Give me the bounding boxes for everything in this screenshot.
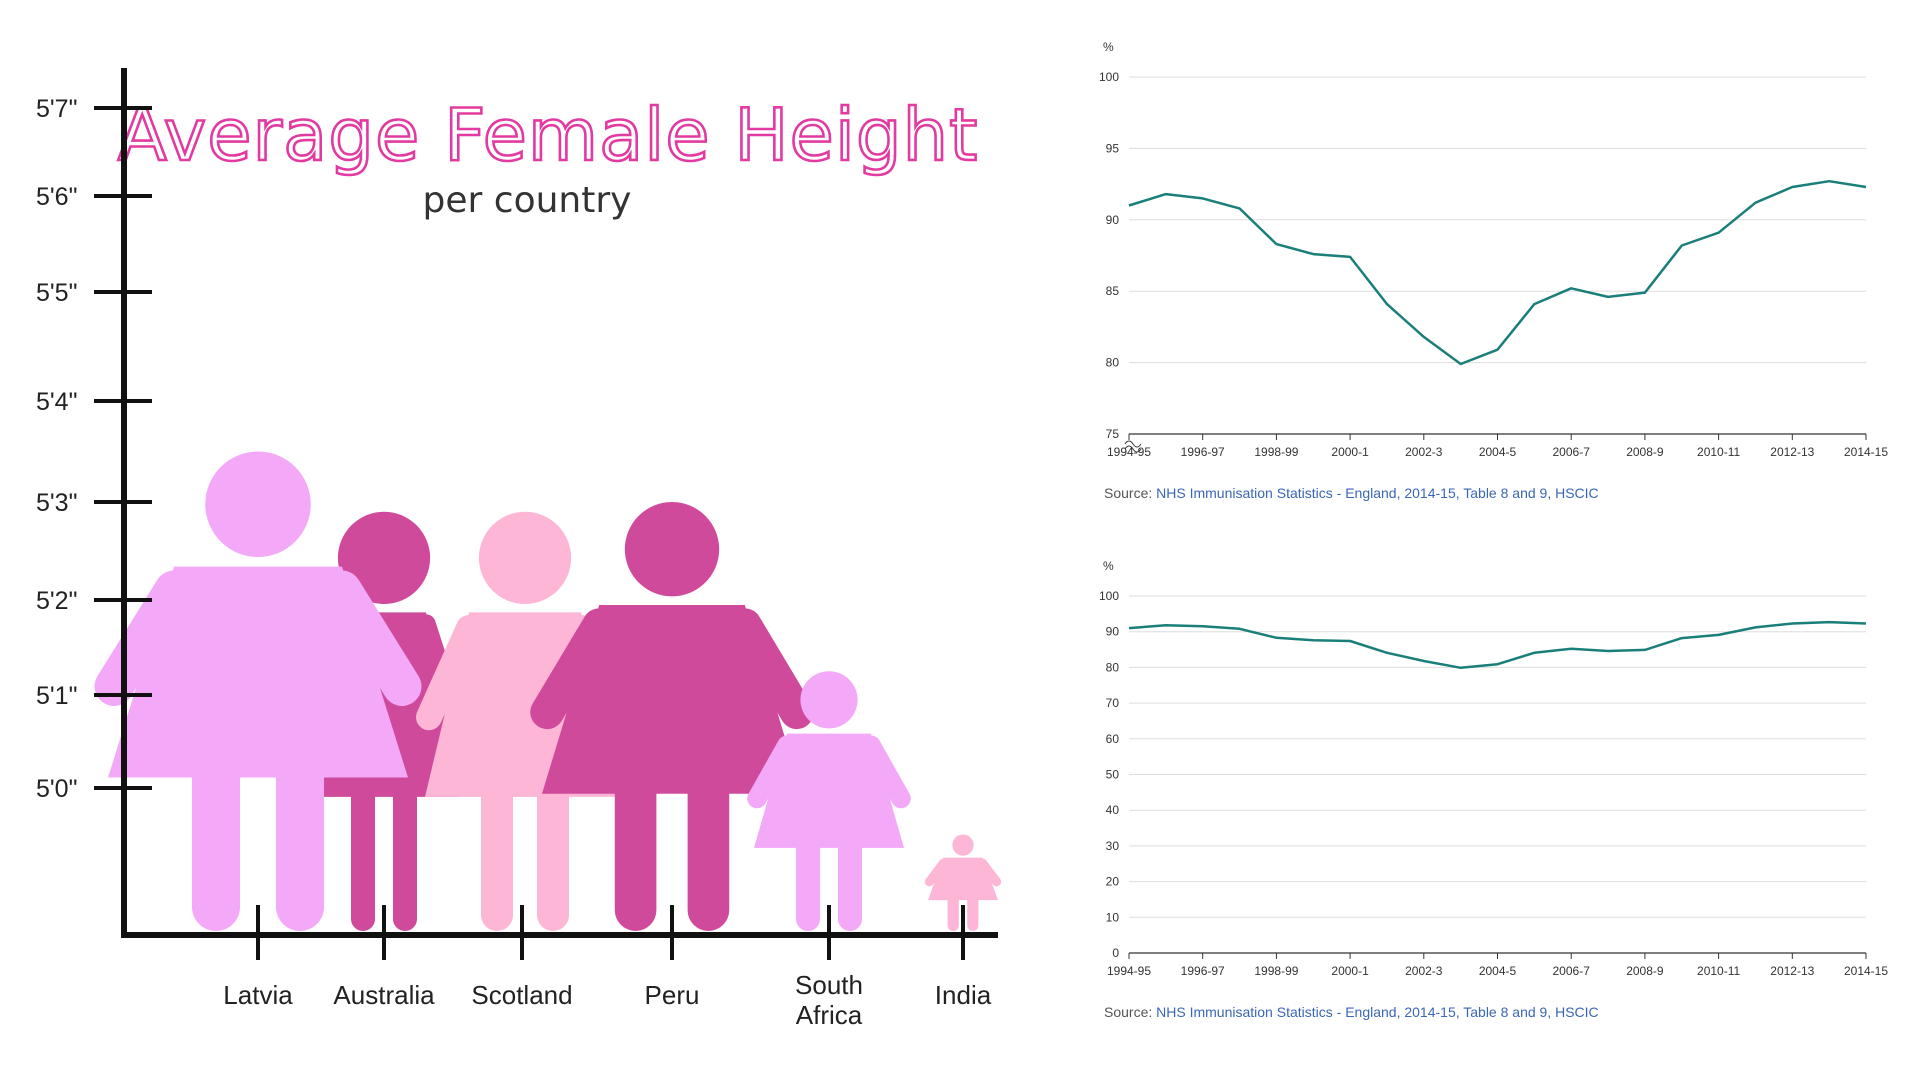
- x-tick-label: Peru: [645, 980, 700, 1010]
- x-tick-label: 2014-15: [1844, 445, 1888, 459]
- x-tick-label: 2002-3: [1405, 445, 1443, 459]
- y-tick-label: 80: [1106, 356, 1120, 370]
- x-tick-label: Latvia: [223, 980, 293, 1010]
- x-tick-label: 2004-5: [1479, 445, 1517, 459]
- x-tick-label: 2012-13: [1770, 964, 1814, 978]
- y-tick-label: 10: [1106, 910, 1120, 924]
- x-tick-label: 2008-9: [1626, 445, 1664, 459]
- y-tick-label: 5'1": [36, 682, 77, 710]
- y-tick-label: 85: [1106, 284, 1120, 298]
- y-tick-label: 40: [1106, 803, 1120, 817]
- figure-head: [205, 451, 311, 557]
- series-line: [1128, 179, 1867, 366]
- figure-head: [478, 511, 572, 605]
- y-tick-label: 70: [1106, 696, 1120, 710]
- y-tick-label: 0: [1112, 946, 1119, 960]
- chart-title: Average Female Height: [118, 93, 979, 177]
- figure-head: [800, 671, 858, 729]
- y-tick-label: 5'0": [36, 775, 77, 803]
- y-tick-label: 5'7": [36, 95, 77, 123]
- x-tick-label: 1994-95: [1107, 964, 1151, 978]
- x-tick-label: India: [935, 980, 992, 1010]
- figure-arm-right: [727, 608, 814, 730]
- figure-dress: [754, 733, 904, 848]
- x-tick-label: 2006-7: [1553, 964, 1591, 978]
- x-tick-label: Australia: [333, 980, 435, 1010]
- axis-break-mark: [1124, 445, 1142, 453]
- y-tick-label: 5'5": [36, 279, 77, 307]
- figure-arm-right: [322, 570, 422, 706]
- y-tick-label: 50: [1106, 768, 1120, 782]
- bar-figure-south-africa: [747, 671, 911, 931]
- figure-arm-left: [530, 608, 617, 730]
- x-tick-label: 2010-11: [1697, 964, 1740, 978]
- figure-dress: [108, 566, 408, 778]
- figure-arm-right: [978, 858, 1002, 887]
- source-link[interactable]: NHS Immunisation Statistics - England, 2…: [1156, 485, 1599, 501]
- y-tick-label: 20: [1106, 875, 1120, 889]
- x-tick-label: Scotland: [471, 980, 572, 1010]
- x-tick-label: 2008-9: [1626, 964, 1664, 978]
- y-tick-label: 5'4": [36, 388, 77, 416]
- line-chart-zoomed: % 75 80 85 90 95 100 1994-95 1996-97 1998-99 2000-…: [1099, 40, 1888, 501]
- y-tick-label: 60: [1106, 732, 1120, 746]
- figure-arm-left: [924, 858, 948, 887]
- y-tick-label: 75: [1106, 427, 1120, 441]
- figure-head: [952, 834, 974, 856]
- x-tick-label: 2000-1: [1331, 445, 1369, 459]
- y-tick-label: 5'3": [36, 489, 77, 517]
- figure-dress: [542, 604, 802, 794]
- y-tick-label: 5'2": [36, 587, 77, 615]
- x-tick-label-line: South: [795, 970, 863, 1000]
- source-prefix: Source:: [1104, 485, 1156, 501]
- x-tick-label: 1998-99: [1254, 445, 1298, 459]
- x-tick-label: 2010-11: [1697, 445, 1740, 459]
- x-tick-label: 1996-97: [1181, 964, 1225, 978]
- x-tick-label: 2014-15: [1844, 964, 1888, 978]
- bar-figure-latvia: [94, 451, 422, 931]
- y-tick-label: 100: [1099, 70, 1119, 84]
- x-tick-label-line: Africa: [796, 1000, 863, 1030]
- chart-subtitle: per country: [423, 180, 632, 221]
- x-tick-label: 2004-5: [1479, 964, 1517, 978]
- source-note: Source: NHS Immunisation Statistics - En…: [1104, 485, 1599, 501]
- x-tick-label: 2006-7: [1553, 445, 1591, 459]
- y-tick-label: 90: [1106, 213, 1120, 227]
- figure-head: [337, 511, 431, 605]
- series-line: [1128, 620, 1867, 670]
- y-unit-label: %: [1103, 40, 1114, 54]
- y-unit-label: %: [1103, 559, 1114, 573]
- x-tick-label: 1996-97: [1181, 445, 1225, 459]
- y-tick-label: 90: [1106, 625, 1120, 639]
- bar-figure-india: [924, 834, 1002, 932]
- line-chart-full-scale: % 0 10 20 30 40 50 60 70 80 90 100 1994-95 1996-97 199…: [1099, 559, 1888, 1020]
- figure-arm-left: [747, 735, 797, 809]
- x-tick-label: 2000-1: [1331, 964, 1369, 978]
- source-link[interactable]: NHS Immunisation Statistics - England, 2…: [1156, 1004, 1599, 1020]
- figure-arm-left: [416, 615, 482, 731]
- source-prefix: Source:: [1104, 1004, 1156, 1020]
- figure-head: [624, 502, 720, 597]
- y-tick-label: 5'6": [36, 183, 77, 211]
- y-tick-label: 80: [1106, 660, 1120, 674]
- y-tick-label: 95: [1106, 141, 1120, 155]
- axis-break-mark: [1124, 440, 1142, 448]
- x-tick-label: 2002-3: [1405, 964, 1443, 978]
- figure-dress: [928, 857, 998, 901]
- x-tick-label: 2012-13: [1770, 445, 1814, 459]
- x-tick-label: South Africa: [795, 970, 863, 1030]
- bar-figure-peru: [530, 502, 814, 932]
- x-tick-label: 1994-95: [1107, 445, 1151, 459]
- figure-arm-right: [861, 735, 911, 809]
- x-tick-label: 1998-99: [1254, 964, 1298, 978]
- y-tick-label: 100: [1099, 589, 1119, 603]
- y-tick-label: 30: [1106, 839, 1120, 853]
- source-note: Source: NHS Immunisation Statistics - En…: [1104, 1004, 1599, 1020]
